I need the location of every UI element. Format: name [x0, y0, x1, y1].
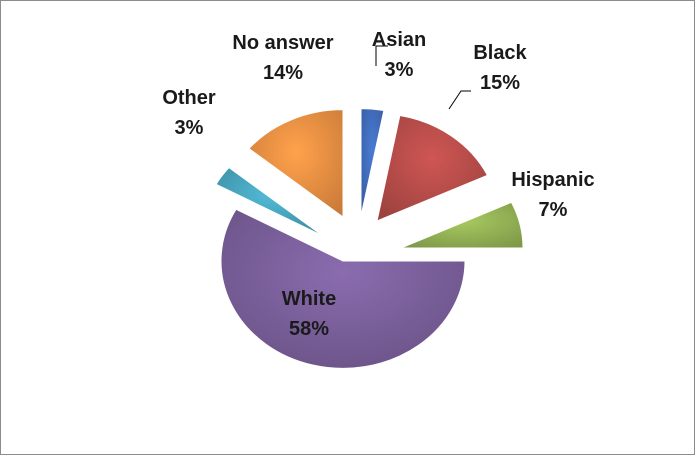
slice-value-no-answer: 14%: [263, 62, 303, 84]
leader-line-black: [448, 90, 471, 110]
pie-slice-no-answer: [248, 109, 344, 218]
slice-label-white: White: [282, 288, 336, 310]
pie-slice-asian: [360, 108, 385, 217]
slice-value-hispanic: 7%: [539, 199, 568, 221]
slice-value-white: 58%: [289, 318, 329, 340]
slice-value-other: 3%: [175, 117, 204, 139]
slice-label-asian: Asian: [372, 29, 426, 51]
slice-label-other: Other: [162, 87, 216, 109]
slice-label-no-answer: No answer: [232, 32, 333, 54]
slice-label-hispanic: Hispanic: [511, 169, 594, 191]
slice-value-black: 15%: [480, 72, 520, 94]
leader-line-asian: [375, 45, 388, 66]
pie-slice-hispanic: [400, 201, 524, 249]
pie-slice-white: [220, 208, 466, 369]
slice-label-black: Black: [473, 42, 527, 64]
pie-slice-black: [376, 114, 489, 222]
slice-value-asian: 3%: [385, 59, 414, 81]
pie-slice-other: [215, 166, 324, 237]
